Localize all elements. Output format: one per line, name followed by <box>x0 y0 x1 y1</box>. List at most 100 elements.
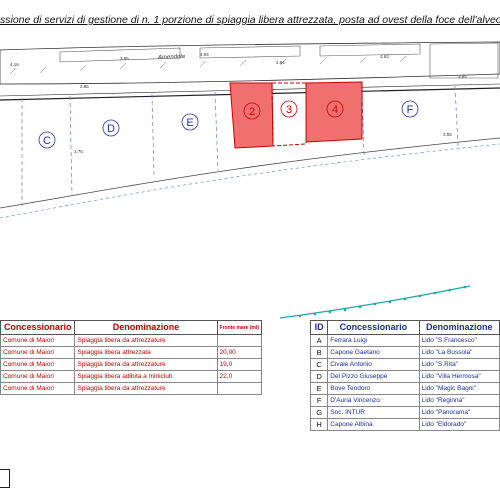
cell-fronte-mare <box>216 334 263 347</box>
elevation-mark: 3.85 <box>458 74 467 79</box>
col-header-concessionario: Concessionario <box>327 320 420 335</box>
cell-denominazione: Spiaggia libera da attrezzature <box>74 358 218 371</box>
cell-concessionario: Civale Antonio <box>327 358 420 371</box>
zone-label-F-text: F <box>407 104 414 116</box>
zone-label-E: E <box>181 113 199 131</box>
table-row: D Del Pizzo Giuseppe Lido "Villa Hermosa… <box>309 370 500 383</box>
shoreline-dashed <box>0 143 500 219</box>
table-row: G Soc. INTUR Lido "Panorama" <box>309 406 500 419</box>
elevation-mark: 3.55 <box>443 132 452 137</box>
cell-id: G <box>309 406 329 419</box>
sea-boundary-markers <box>298 285 467 318</box>
cell-concessionario: Del Pizzo Giuseppe <box>327 370 420 383</box>
elevation-mark: 4.16 <box>10 62 19 67</box>
cell-concessionario: Ferrara Luigi <box>327 334 420 347</box>
zone-label-2-text: 2 <box>249 106 255 118</box>
corner-box <box>0 469 10 488</box>
elevation-mark: 1.75 <box>74 149 83 154</box>
zone-label-F: F <box>401 100 419 118</box>
cell-denominazione: Spiaggia libera adibita a miniclub <box>74 370 218 383</box>
table-row: Comune di Maiori Spiaggia libera da attr… <box>0 382 263 395</box>
elevation-marks: 4.16 3.95 4.84 4.84 3.63 3.55 3.85 2.85 … <box>10 52 467 154</box>
shoreline <box>0 137 500 209</box>
page-title: ssione di servizi di gestione di n. 1 po… <box>0 14 500 26</box>
table-row: A Ferrara Luigi Lido "S.Francesco" <box>309 334 500 347</box>
cell-fronte-mare: 22,0 <box>216 370 263 383</box>
zone-label-C: C <box>38 131 56 149</box>
table-row: Comune di Maiori Spiaggia libera adibita… <box>0 370 263 383</box>
cell-concessionario: Soc. INTUR <box>327 406 420 419</box>
cell-denominazione: Spiaggia libera attrezzata <box>74 346 218 359</box>
zone-label-D: D <box>102 119 120 137</box>
cell-id: C <box>309 358 329 371</box>
cell-denominazione: Lido "S.Rita" <box>418 358 500 371</box>
table-row: H Capone Albina Lido "Eldorado" <box>309 418 500 431</box>
zone-label-4: 4 <box>326 100 344 118</box>
table-row: F D'Auria Vincenzo Lido "Reginna" <box>309 394 500 407</box>
cell-id: B <box>309 346 329 359</box>
street-label: Amendola <box>157 54 186 61</box>
elevation-mark: 2.85 <box>80 84 89 89</box>
cell-denominazione: Lido "S.Francesco" <box>418 334 500 347</box>
cell-id: D <box>309 370 329 383</box>
sea-boundary-line <box>279 285 471 319</box>
cell-denominazione: Lido "Villa Hermosa" <box>418 370 500 383</box>
zone-4-area <box>305 81 363 143</box>
cell-denominazione: Spiaggia libera da attrezzature <box>74 334 218 347</box>
zone-label-2: 2 <box>243 102 261 120</box>
cell-denominazione: Lido "Eldorado" <box>418 418 500 431</box>
building-block-top-4 <box>429 42 499 79</box>
promenade-hatch <box>9 55 407 75</box>
zone-label-3-text: 3 <box>286 104 292 116</box>
road-band <box>0 41 500 85</box>
cell-concessionario: Capone Albina <box>327 418 420 431</box>
table-row: Comune di Maiori Spiaggia libera attrezz… <box>0 346 263 359</box>
cell-fronte-mare <box>216 382 263 395</box>
cell-concessionario: Comune di Maiori <box>0 334 76 347</box>
elevation-mark: 4.84 <box>200 52 209 57</box>
cell-denominazione: Lido "Reginna" <box>418 394 500 407</box>
table-row: E Bove Teodoro Lido "Magic Bagni" <box>309 382 500 395</box>
elevation-mark: 3.63 <box>380 54 389 59</box>
col-header-concessionario: Concessionario <box>0 320 76 335</box>
concession-table-right: ID Concessionario Denominazione A Ferrar… <box>309 320 500 431</box>
zone-label-D-text: D <box>107 123 115 135</box>
zone-dividers <box>21 85 459 206</box>
cell-concessionario: Comune di Maiori <box>0 382 76 395</box>
elevation-mark: 3.95 <box>120 56 129 61</box>
cell-concessionario: Comune di Maiori <box>0 358 76 371</box>
cell-id: A <box>309 334 329 347</box>
cell-id: H <box>309 418 329 431</box>
cell-concessionario: Bove Teodoro <box>327 382 420 395</box>
cell-fronte-mare: 20,00 <box>216 346 263 359</box>
cell-fronte-mare: 19,0 <box>216 358 263 371</box>
cell-concessionario: Capone Gaetano <box>327 346 420 359</box>
zone-label-C-text: C <box>43 135 51 147</box>
cell-concessionario: D'Auria Vincenzo <box>327 394 420 407</box>
building-block-top-3 <box>319 43 421 57</box>
cell-denominazione: Lido "Panorama" <box>418 406 500 419</box>
table-row: B Capone Gaetano Lido "La Bussola" <box>309 346 500 359</box>
zone-label-3: 3 <box>280 100 298 118</box>
beach-map: C D E F 2 3 4 Amendola 4.16 3.95 4.84 4.… <box>0 41 500 319</box>
table-row: Comune di Maiori Spiaggia libera da attr… <box>0 358 263 371</box>
cell-concessionario: Comune di Maiori <box>0 370 76 383</box>
cell-denominazione: Lido "Magic Bagni" <box>418 382 500 395</box>
cell-concessionario: Comune di Maiori <box>0 346 76 359</box>
elevation-mark: 4.84 <box>276 60 285 65</box>
building-block-top-2 <box>199 45 301 59</box>
zone-label-E-text: E <box>186 117 193 129</box>
col-header-denominazione: Denominazione <box>418 320 500 335</box>
table-row: Comune di Maiori Spiaggia libera da attr… <box>0 334 263 347</box>
cell-id: E <box>309 382 329 395</box>
concession-table-left: Concessionario Denominazione Fronte mare… <box>0 320 263 395</box>
cell-denominazione: Lido "La Bussola" <box>418 346 500 359</box>
table-row: C Civale Antonio Lido "S.Rita" <box>309 358 500 371</box>
col-header-fronte-mare: Fronte mare (ml) <box>216 320 263 335</box>
zone-label-4-text: 4 <box>332 104 338 116</box>
col-header-denominazione: Denominazione <box>74 320 218 335</box>
building-block-top-1 <box>59 47 181 63</box>
cell-id: F <box>309 394 329 407</box>
cell-denominazione: Spiaggia libera da attrezzature <box>74 382 218 395</box>
col-header-id: ID <box>309 320 329 335</box>
